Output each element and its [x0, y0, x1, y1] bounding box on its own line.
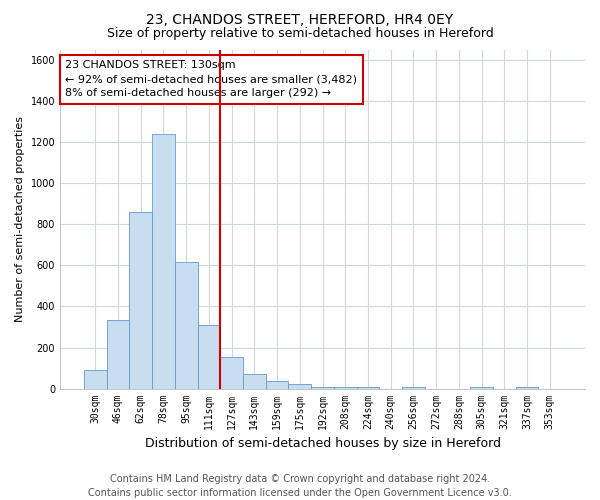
Text: Size of property relative to semi-detached houses in Hereford: Size of property relative to semi-detach… [107, 28, 493, 40]
Bar [220, 357, 243, 388]
Bar [311, 386, 334, 388]
Bar [266, 382, 289, 388]
Text: 23 CHANDOS STREET: 130sqm
← 92% of semi-detached houses are smaller (3,482)
8% o: 23 CHANDOS STREET: 130sqm ← 92% of semi-… [65, 60, 357, 98]
Bar [84, 370, 107, 388]
Y-axis label: Number of semi-detached properties: Number of semi-detached properties [15, 116, 25, 322]
Bar [470, 386, 493, 388]
Bar [334, 386, 356, 388]
Bar [289, 384, 311, 388]
Text: Contains HM Land Registry data © Crown copyright and database right 2024.
Contai: Contains HM Land Registry data © Crown c… [88, 474, 512, 498]
Bar [515, 386, 538, 388]
Bar [175, 262, 197, 388]
Bar [197, 325, 220, 388]
Bar [107, 320, 130, 388]
Bar [402, 386, 425, 388]
X-axis label: Distribution of semi-detached houses by size in Hereford: Distribution of semi-detached houses by … [145, 437, 500, 450]
Bar [243, 374, 266, 388]
Bar [130, 212, 152, 388]
Text: 23, CHANDOS STREET, HEREFORD, HR4 0EY: 23, CHANDOS STREET, HEREFORD, HR4 0EY [146, 12, 454, 26]
Bar [152, 134, 175, 388]
Bar [356, 386, 379, 388]
